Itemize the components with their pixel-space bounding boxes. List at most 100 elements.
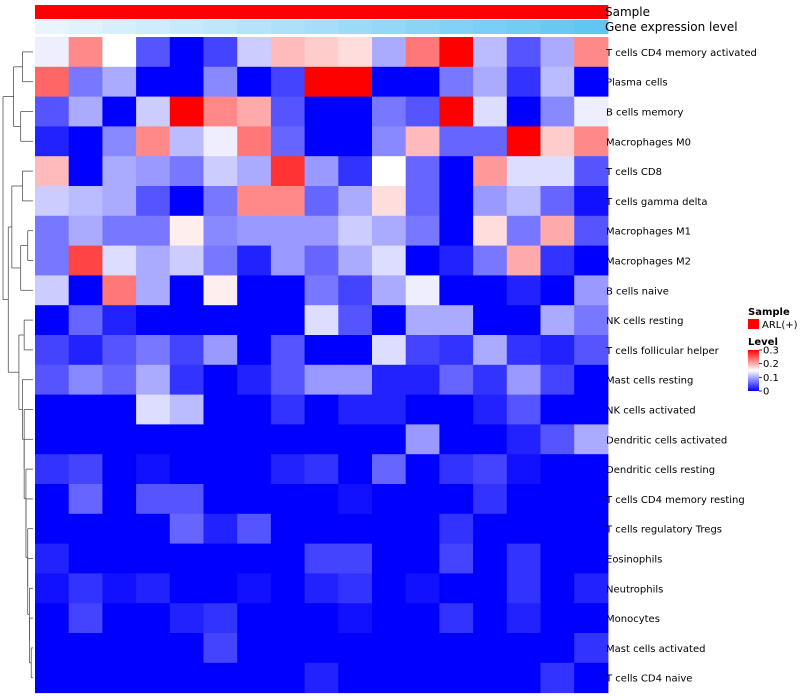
row-label: T cells follicular helper xyxy=(605,346,720,357)
gene-expression-cell xyxy=(169,20,204,34)
heatmap-cell xyxy=(68,245,103,276)
heatmap-cell xyxy=(540,573,575,604)
heatmap-cell xyxy=(237,603,272,634)
heatmap-cell xyxy=(270,573,306,604)
heatmap-cell xyxy=(68,96,103,127)
heatmap-cell xyxy=(237,335,272,366)
heatmap-cell xyxy=(102,275,137,306)
heatmap-cell xyxy=(237,424,272,455)
heatmap-cell xyxy=(203,335,238,366)
heatmap-cell xyxy=(405,543,440,574)
heatmap-cell xyxy=(405,662,440,694)
heatmap-cell xyxy=(338,662,373,694)
heatmap-cell xyxy=(102,126,137,157)
heatmap-cell xyxy=(237,484,272,515)
row-label: Dendritic cells activated xyxy=(606,435,727,446)
heatmap-cell xyxy=(68,513,103,545)
heatmap-cell xyxy=(338,484,373,515)
row-label: T cells CD4 memory resting xyxy=(605,495,745,506)
heatmap-cell xyxy=(540,454,575,485)
heatmap-cell xyxy=(203,484,238,515)
sample-annotation-cell xyxy=(270,5,306,19)
heatmap-cell xyxy=(304,662,339,694)
heatmap-cell xyxy=(506,484,541,515)
heatmap-cell xyxy=(35,66,70,98)
heatmap-cell xyxy=(68,633,103,664)
row-label: B cells naive xyxy=(606,286,669,297)
legend-tick-label: 0.1 xyxy=(763,373,779,384)
heatmap-cell xyxy=(304,543,339,574)
sample-annotation-cell xyxy=(136,5,171,19)
heatmap-cell xyxy=(35,335,70,366)
heatmap-cell xyxy=(136,215,171,247)
heatmap-cell xyxy=(574,543,609,574)
gene-expression-cell xyxy=(574,20,609,34)
heatmap-cell xyxy=(506,662,541,694)
heatmap-cell xyxy=(574,454,609,485)
heatmap-cell xyxy=(506,186,541,217)
heatmap-cell xyxy=(270,662,306,694)
heatmap-cell xyxy=(540,543,575,574)
heatmap-cell xyxy=(473,305,508,336)
heatmap-cell xyxy=(372,364,407,396)
heatmap-cell xyxy=(574,603,609,634)
heatmap-cell xyxy=(203,454,238,485)
heatmap-cell xyxy=(473,454,508,485)
heatmap-cell xyxy=(237,215,272,247)
heatmap-cell xyxy=(169,662,204,694)
sample-annotation-cell xyxy=(237,5,272,19)
heatmap-cell xyxy=(473,364,508,396)
heatmap-cell xyxy=(506,126,541,157)
heatmap-cell xyxy=(574,364,609,396)
heatmap-cell xyxy=(136,186,171,217)
heatmap-cell xyxy=(35,275,70,306)
heatmap-cell xyxy=(473,37,508,68)
heatmap-cell xyxy=(203,633,238,664)
heatmap-cell xyxy=(169,156,204,187)
heatmap-cell xyxy=(405,305,440,336)
sample-annotation-cell xyxy=(169,5,204,19)
heatmap-cell xyxy=(102,305,137,336)
heatmap-cell xyxy=(270,603,306,634)
heatmap-cell xyxy=(574,37,609,68)
heatmap-cell xyxy=(270,394,306,425)
heatmap-cell xyxy=(473,126,508,157)
heatmap-cell xyxy=(270,245,306,276)
heatmap-cell xyxy=(136,305,171,336)
legend-sample-title: Sample xyxy=(748,307,790,318)
heatmap-cell xyxy=(237,245,272,276)
heatmap-cell xyxy=(473,543,508,574)
heatmap-cell xyxy=(169,454,204,485)
heatmap-cell xyxy=(304,364,339,396)
heatmap-cell xyxy=(169,364,204,396)
heatmap-cell xyxy=(68,156,103,187)
heatmap-cell xyxy=(169,245,204,276)
heatmap-cell xyxy=(203,37,238,68)
heatmap-cell xyxy=(136,484,171,515)
gene-expression-cell xyxy=(270,20,306,34)
legend-tick-label: 0 xyxy=(763,387,769,398)
heatmap-cell xyxy=(439,305,474,336)
heatmap-cell xyxy=(68,215,103,247)
heatmap-cell xyxy=(473,394,508,425)
heatmap-cell xyxy=(540,66,575,98)
legend-sample-entry: ARL(+) xyxy=(762,320,798,331)
heatmap-cell xyxy=(304,633,339,664)
gene-expression-cell xyxy=(372,20,407,34)
heatmap-cell xyxy=(540,484,575,515)
heatmap-cell xyxy=(237,543,272,574)
gene-expression-cell xyxy=(237,20,272,34)
heatmap-cell xyxy=(405,364,440,396)
heatmap-cell xyxy=(68,66,103,98)
heatmap-cell xyxy=(540,156,575,187)
heatmap-cell xyxy=(68,335,103,366)
heatmap-cell xyxy=(304,96,339,127)
heatmap-cell xyxy=(237,454,272,485)
heatmap-cell xyxy=(574,305,609,336)
row-label: Eosinophils xyxy=(606,555,662,566)
heatmap-cell xyxy=(136,633,171,664)
heatmap-cell xyxy=(237,573,272,604)
heatmap-cell xyxy=(574,96,609,127)
heatmap-cell xyxy=(102,66,137,98)
